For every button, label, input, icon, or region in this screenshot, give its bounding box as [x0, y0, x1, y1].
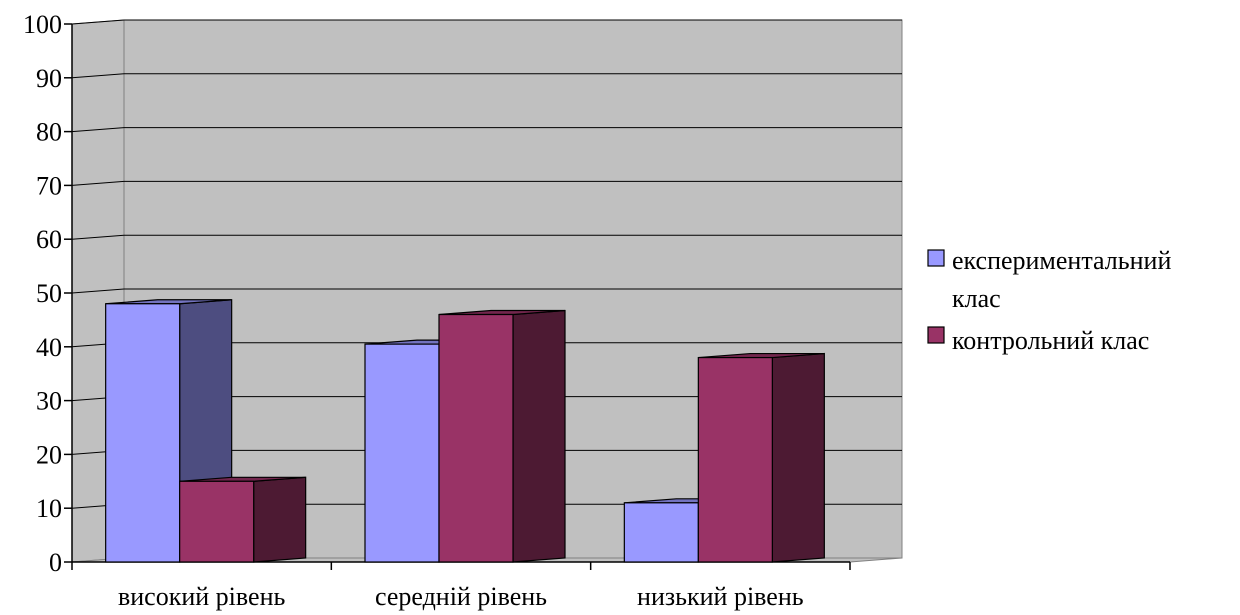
legend-label: експериментальний	[952, 246, 1171, 275]
y-tick-label: 30	[36, 387, 62, 416]
bar-side-face	[253, 476, 307, 563]
gridline-side	[71, 73, 125, 79]
bar-front-face	[697, 356, 773, 563]
bar-front-face	[179, 480, 255, 563]
gridline-side	[71, 234, 125, 240]
y-axis-tick-labels: 0 10 20 30 40 50 60 70 80 90 100	[23, 10, 62, 577]
gridline-side	[71, 19, 125, 25]
y-tick-label: 80	[36, 118, 62, 147]
legend-label: контрольний клас	[952, 326, 1149, 355]
bar-side-face	[771, 352, 825, 563]
x-category-label: низький рівень	[637, 582, 804, 611]
bar-front-face	[105, 303, 181, 563]
legend-swatch	[927, 249, 945, 267]
y-tick-label: 90	[36, 64, 62, 93]
legend-swatch	[927, 326, 945, 344]
bar-front-face	[364, 343, 440, 563]
x-axis-category-labels: високий рівень середній рівень низький рів…	[118, 582, 804, 611]
x-category-label: середній рівень	[375, 582, 547, 611]
y-tick-label: 10	[36, 494, 62, 523]
gridline-side	[71, 180, 125, 186]
gridline-side	[71, 127, 125, 133]
bar-side-face	[512, 309, 566, 563]
bar-front-face	[623, 502, 699, 563]
x-category-label: високий рівень	[118, 582, 285, 611]
y-tick-label: 70	[36, 171, 62, 200]
y-tick-label: 40	[36, 333, 62, 362]
bar	[179, 476, 307, 563]
bar	[438, 309, 566, 563]
bars	[105, 299, 825, 563]
legend-label: клас	[952, 284, 1001, 313]
y-tick-label: 50	[36, 279, 62, 308]
bar-front-face	[438, 313, 514, 563]
bar	[697, 352, 825, 563]
y-tick-label: 60	[36, 225, 62, 254]
y-tick-label: 100	[23, 10, 62, 39]
gridline-side	[71, 288, 125, 294]
y-tick-label: 0	[49, 548, 62, 577]
legend: експериментальний клас контрольний клас	[927, 246, 1171, 355]
y-tick-label: 20	[36, 440, 62, 469]
